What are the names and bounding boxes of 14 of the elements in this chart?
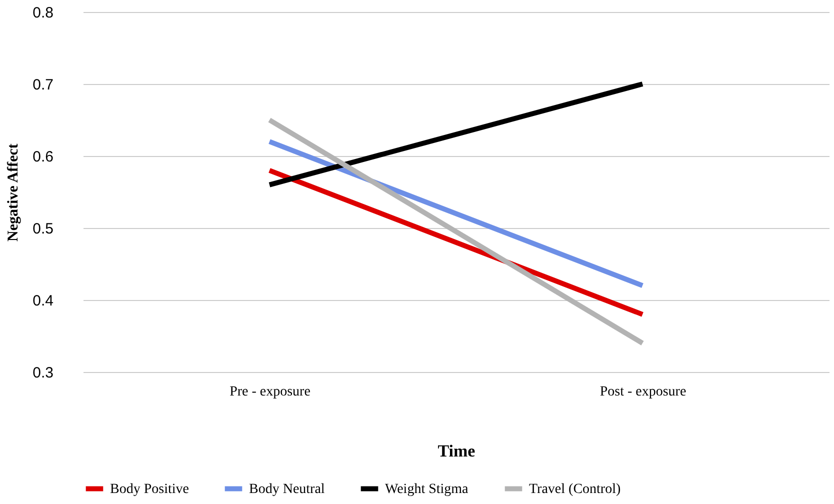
y-tick-label: 0.3: [32, 364, 54, 382]
y-tick-label: 0.6: [32, 148, 54, 166]
y-axis-title: Negative Affect: [6, 144, 22, 242]
y-tick-label: 0.8: [32, 4, 54, 22]
x-axis-title: Time: [438, 442, 476, 460]
y-tick-label: 0.5: [32, 220, 54, 238]
y-tick-label: 0.7: [32, 76, 54, 94]
x-tick-label: Post - exposure: [600, 384, 686, 400]
legend-label: Weight Stigma: [385, 482, 470, 497]
legend-label: Body Neutral: [249, 482, 325, 497]
legend-label: Travel (Control): [529, 482, 621, 497]
legend-label: Body Positive: [110, 482, 189, 497]
y-tick-label: 0.4: [32, 292, 54, 310]
x-tick-label: Pre - exposure: [230, 384, 310, 400]
